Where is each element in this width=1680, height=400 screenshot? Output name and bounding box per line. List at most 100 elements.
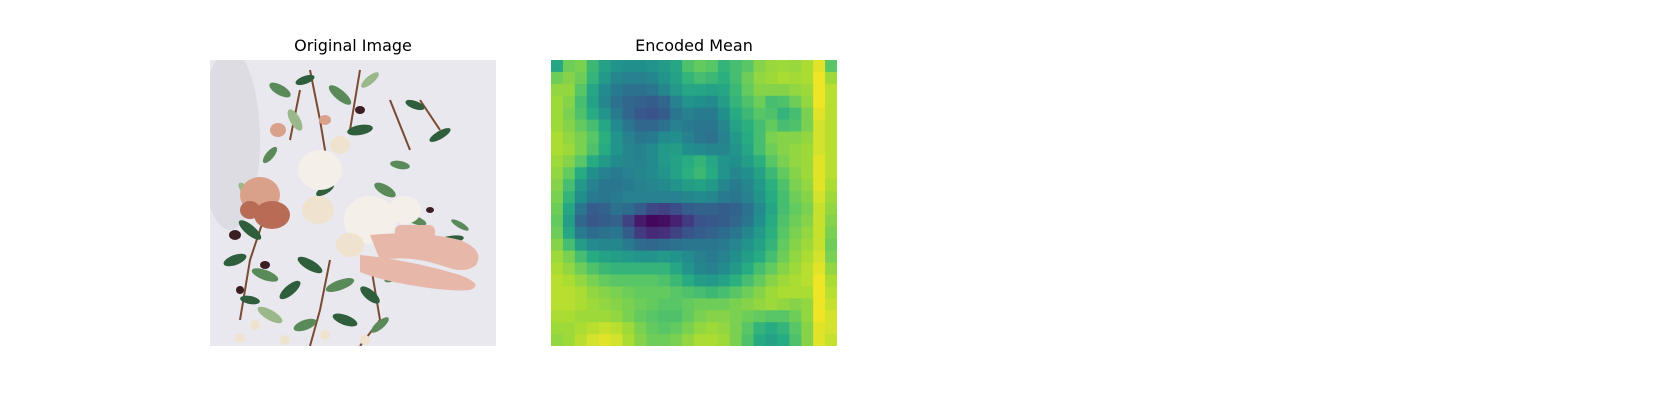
heatmap-cell bbox=[789, 298, 802, 311]
heatmap-cell bbox=[825, 191, 837, 204]
heatmap-cell bbox=[777, 274, 790, 287]
heatmap-cell bbox=[825, 155, 837, 168]
encoded-mean-heatmap bbox=[551, 60, 837, 346]
heatmap-cell bbox=[610, 155, 623, 168]
leaf bbox=[374, 182, 396, 198]
heatmap-cell bbox=[765, 83, 778, 97]
heatmap-cell bbox=[825, 71, 837, 85]
heatmap-cell bbox=[682, 310, 695, 323]
heatmap-cell bbox=[813, 71, 826, 85]
heatmap-cell bbox=[551, 238, 564, 252]
heatmap-cell bbox=[610, 143, 623, 156]
heatmap-cell bbox=[610, 95, 623, 109]
heatmap-cell bbox=[598, 191, 611, 204]
leaf bbox=[295, 74, 315, 86]
heatmap-cell bbox=[694, 191, 707, 204]
heatmap-cell bbox=[813, 107, 826, 120]
heatmap-cell bbox=[610, 214, 623, 228]
heatmap-cell bbox=[777, 155, 790, 168]
heatmap-cell bbox=[813, 274, 826, 287]
heatmap-cell bbox=[670, 298, 683, 311]
heatmap-cell bbox=[729, 298, 743, 311]
heatmap-cell bbox=[658, 214, 671, 228]
heatmap-cell bbox=[598, 334, 611, 346]
heatmap-cell bbox=[574, 60, 588, 73]
heatmap-cell bbox=[729, 143, 743, 156]
flower-rust bbox=[240, 201, 260, 219]
heatmap-cell bbox=[765, 71, 778, 85]
heatmap-cell bbox=[705, 298, 719, 311]
encoded-mean-title: Encoded Mean bbox=[635, 36, 753, 55]
heatmap-cell bbox=[813, 226, 826, 240]
flower-white bbox=[298, 150, 342, 190]
heatmap-cell bbox=[825, 322, 837, 335]
heatmap-cell bbox=[813, 191, 826, 204]
encoded-mean-panel bbox=[551, 60, 837, 346]
heatmap-cell bbox=[741, 167, 754, 180]
heatmap-cell bbox=[598, 214, 611, 228]
heatmap-cell bbox=[610, 226, 623, 240]
heatmap-cell bbox=[622, 155, 635, 168]
heatmap-cell bbox=[705, 322, 719, 335]
heatmap-cell bbox=[741, 155, 754, 168]
heatmap-cell bbox=[729, 203, 743, 216]
heatmap-cell bbox=[789, 83, 802, 97]
heatmap-cell bbox=[574, 179, 588, 192]
heatmap-cell bbox=[753, 71, 766, 85]
heatmap-cell bbox=[741, 286, 754, 299]
heatmap-cell bbox=[717, 155, 731, 168]
heatmap-cell bbox=[753, 83, 766, 97]
heatmap-cell bbox=[634, 203, 647, 216]
heatmap-cell bbox=[765, 191, 778, 204]
heatmap-cell bbox=[586, 203, 600, 216]
heatmap-cell bbox=[753, 155, 766, 168]
heatmap-cell bbox=[801, 274, 814, 287]
flower-cream bbox=[336, 233, 364, 257]
leaf bbox=[262, 146, 278, 164]
heatmap-cell bbox=[586, 83, 600, 97]
heatmap-cell bbox=[825, 250, 837, 263]
heatmap-cell bbox=[658, 286, 671, 299]
heatmap-cell bbox=[741, 214, 754, 228]
heatmap-cell bbox=[753, 238, 766, 252]
heatmap-cell bbox=[741, 119, 754, 132]
heatmap-cell bbox=[765, 334, 778, 346]
heatmap-cell bbox=[813, 167, 826, 180]
heatmap-cell bbox=[574, 191, 588, 204]
heatmap-cell bbox=[753, 334, 766, 346]
heatmap-cell bbox=[717, 226, 731, 240]
heatmap-cell bbox=[551, 179, 564, 192]
heatmap-cell bbox=[562, 250, 576, 263]
heatmap-cell bbox=[717, 322, 731, 335]
heatmap-cell bbox=[753, 119, 766, 132]
heatmap-cell bbox=[801, 131, 814, 144]
heatmap-cell bbox=[610, 131, 623, 144]
heatmap-cell bbox=[551, 155, 564, 168]
heatmap-cell bbox=[562, 334, 576, 346]
heatmap-cell bbox=[646, 250, 659, 263]
heatmap-cell bbox=[658, 167, 671, 180]
heatmap-cell bbox=[729, 179, 743, 192]
heatmap-cell bbox=[586, 107, 600, 120]
heatmap-cell bbox=[574, 322, 588, 335]
heatmap-cell bbox=[789, 226, 802, 240]
heatmap-cell bbox=[682, 226, 695, 240]
heatmap-cell bbox=[741, 203, 754, 216]
leaf bbox=[238, 220, 262, 240]
heatmap-cell bbox=[825, 167, 837, 180]
heatmap-cell bbox=[813, 155, 826, 168]
heatmap-cell bbox=[586, 226, 600, 240]
heatmap-cell bbox=[765, 119, 778, 132]
heatmap-cell bbox=[586, 262, 600, 275]
heatmap-cell bbox=[753, 298, 766, 311]
heatmap-cell bbox=[777, 310, 790, 323]
heatmap-cell bbox=[622, 226, 635, 240]
heatmap-cell bbox=[765, 214, 778, 228]
heatmap-cell bbox=[634, 191, 647, 204]
heatmap-cell bbox=[622, 334, 635, 346]
heatmap-cell bbox=[694, 71, 707, 85]
heatmap-cell bbox=[801, 60, 814, 73]
heatmap-cell bbox=[622, 238, 635, 252]
heatmap-cell bbox=[622, 167, 635, 180]
heatmap-cell bbox=[646, 95, 659, 109]
